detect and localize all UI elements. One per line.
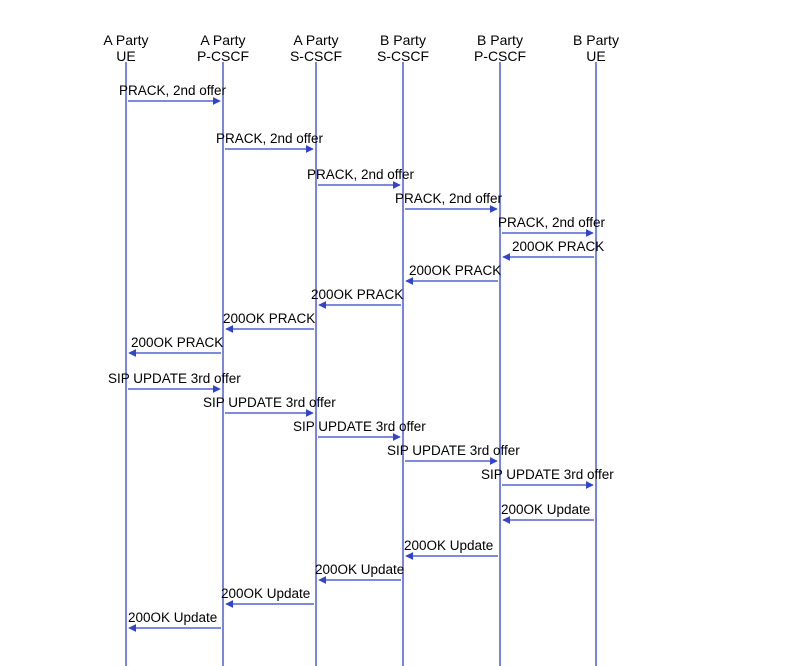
lane-title-line2: P-CSCF [197, 48, 249, 64]
lane-title-line1: B Party [380, 32, 426, 48]
message: SIP UPDATE 3rd offer [203, 395, 336, 417]
message: 200OK Update [315, 562, 404, 584]
message-label: PRACK, 2nd offer [307, 167, 415, 182]
lane-title-line1: A Party [293, 32, 338, 48]
message-label: 200OK PRACK [131, 335, 223, 350]
message-label: 200OK PRACK [311, 287, 403, 302]
message: PRACK, 2nd offer [498, 215, 606, 237]
message-label: 200OK Update [128, 610, 217, 625]
message-label: SIP UPDATE 3rd offer [293, 419, 426, 434]
message-label: PRACK, 2nd offer [498, 215, 606, 230]
message: 200OK PRACK [311, 287, 403, 309]
lane-title-line2: UE [116, 48, 135, 64]
message: PRACK, 2nd offer [307, 167, 415, 189]
message: SIP UPDATE 3rd offer [108, 371, 241, 393]
message-label: SIP UPDATE 3rd offer [387, 443, 520, 458]
message: 200OK Update [128, 610, 221, 632]
message: 200OK PRACK [405, 263, 501, 285]
message-label: 200OK PRACK [223, 311, 315, 326]
message-label: 200OK PRACK [512, 239, 604, 254]
lane-title-line2: S-CSCF [290, 48, 342, 64]
message: 200OK PRACK [128, 335, 223, 357]
message: PRACK, 2nd offer [395, 191, 503, 213]
lane-title-line1: A Party [103, 32, 148, 48]
message-label: 200OK Update [315, 562, 404, 577]
message: PRACK, 2nd offer [119, 83, 227, 105]
message: 200OK Update [221, 586, 314, 608]
message: SIP UPDATE 3rd offer [387, 443, 520, 465]
lane-title-line1: B Party [477, 32, 523, 48]
message: SIP UPDATE 3rd offer [481, 467, 614, 489]
message: SIP UPDATE 3rd offer [293, 419, 426, 441]
message: 200OK PRACK [223, 311, 315, 333]
message-label: PRACK, 2nd offer [395, 191, 503, 206]
lane-title-line2: S-CSCF [377, 48, 429, 64]
message-label: SIP UPDATE 3rd offer [108, 371, 241, 386]
message-label: SIP UPDATE 3rd offer [203, 395, 336, 410]
lane-title-line1: B Party [573, 32, 619, 48]
message: 200OK Update [501, 502, 594, 524]
message: PRACK, 2nd offer [216, 131, 324, 153]
lane-title-line2: UE [586, 48, 605, 64]
message-label: 200OK Update [404, 538, 493, 553]
message: 200OK Update [404, 538, 498, 560]
message-label: SIP UPDATE 3rd offer [481, 467, 614, 482]
lane-title-line2: P-CSCF [474, 48, 526, 64]
message-label: 200OK PRACK [409, 263, 501, 278]
lane-title-line1: A Party [200, 32, 245, 48]
message-label: 200OK Update [501, 502, 590, 517]
message-label: 200OK Update [221, 586, 310, 601]
message-label: PRACK, 2nd offer [119, 83, 227, 98]
message-label: PRACK, 2nd offer [216, 131, 324, 146]
message: 200OK PRACK [502, 239, 604, 261]
